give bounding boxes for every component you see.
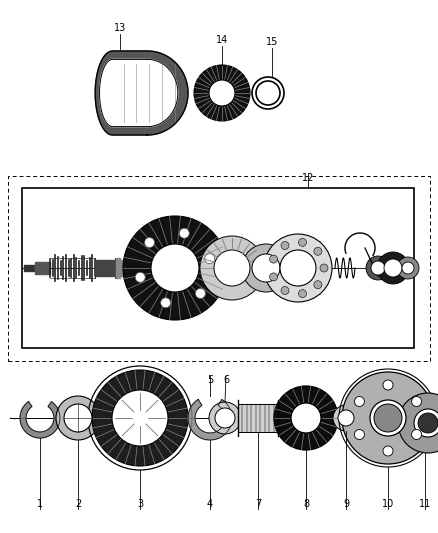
Circle shape bbox=[281, 241, 289, 249]
Circle shape bbox=[383, 446, 393, 456]
Circle shape bbox=[195, 288, 205, 298]
Text: 8: 8 bbox=[303, 499, 309, 509]
Circle shape bbox=[366, 256, 390, 280]
Circle shape bbox=[269, 273, 278, 281]
Circle shape bbox=[280, 250, 316, 286]
Circle shape bbox=[377, 252, 409, 284]
Circle shape bbox=[209, 80, 235, 106]
Circle shape bbox=[123, 216, 227, 320]
Circle shape bbox=[264, 234, 332, 302]
Polygon shape bbox=[99, 59, 178, 127]
Text: 6: 6 bbox=[223, 375, 229, 385]
Text: 13: 13 bbox=[114, 23, 126, 33]
Circle shape bbox=[320, 264, 328, 272]
Circle shape bbox=[112, 390, 168, 446]
Circle shape bbox=[299, 289, 307, 297]
Circle shape bbox=[354, 397, 364, 407]
Text: 4: 4 bbox=[207, 499, 213, 509]
Circle shape bbox=[205, 254, 215, 264]
Circle shape bbox=[418, 413, 438, 433]
Circle shape bbox=[200, 236, 264, 300]
Circle shape bbox=[256, 81, 280, 105]
Circle shape bbox=[342, 372, 434, 464]
Circle shape bbox=[383, 380, 393, 390]
Circle shape bbox=[397, 257, 419, 279]
Circle shape bbox=[209, 402, 241, 434]
Circle shape bbox=[371, 261, 385, 275]
Circle shape bbox=[402, 262, 414, 274]
Circle shape bbox=[269, 255, 278, 263]
Polygon shape bbox=[188, 399, 232, 440]
Polygon shape bbox=[20, 402, 60, 438]
Circle shape bbox=[299, 238, 307, 246]
Circle shape bbox=[414, 409, 438, 437]
Circle shape bbox=[161, 298, 171, 308]
Text: 1: 1 bbox=[37, 499, 43, 509]
Text: 14: 14 bbox=[216, 35, 228, 45]
Circle shape bbox=[215, 408, 235, 428]
Circle shape bbox=[374, 404, 402, 432]
Circle shape bbox=[92, 370, 188, 466]
Text: 2: 2 bbox=[75, 499, 81, 509]
Circle shape bbox=[338, 410, 354, 426]
Circle shape bbox=[354, 430, 364, 440]
Bar bbox=[22, 188, 414, 348]
Circle shape bbox=[56, 396, 100, 440]
Circle shape bbox=[314, 247, 322, 255]
Polygon shape bbox=[95, 51, 188, 135]
Text: 15: 15 bbox=[266, 37, 278, 47]
Text: 11: 11 bbox=[419, 499, 431, 509]
Text: 3: 3 bbox=[137, 499, 143, 509]
Text: 7: 7 bbox=[255, 499, 261, 509]
Circle shape bbox=[252, 77, 284, 109]
Circle shape bbox=[384, 259, 402, 277]
Circle shape bbox=[64, 404, 92, 432]
Circle shape bbox=[333, 405, 359, 431]
Circle shape bbox=[281, 287, 289, 295]
Circle shape bbox=[412, 430, 422, 440]
Circle shape bbox=[179, 228, 189, 238]
Circle shape bbox=[214, 250, 250, 286]
Circle shape bbox=[314, 281, 322, 289]
Bar bbox=[238, 404, 278, 432]
Text: 12: 12 bbox=[302, 173, 314, 183]
Circle shape bbox=[135, 272, 145, 282]
Text: 10: 10 bbox=[382, 499, 394, 509]
Circle shape bbox=[151, 244, 199, 292]
Circle shape bbox=[274, 386, 338, 450]
Text: 9: 9 bbox=[343, 499, 349, 509]
Circle shape bbox=[252, 254, 280, 282]
Circle shape bbox=[242, 244, 290, 292]
Circle shape bbox=[291, 403, 321, 433]
Circle shape bbox=[412, 397, 422, 407]
Circle shape bbox=[398, 393, 438, 453]
Bar bbox=[8, 176, 430, 361]
Circle shape bbox=[370, 400, 406, 436]
Text: 5: 5 bbox=[207, 375, 213, 385]
Circle shape bbox=[145, 238, 155, 247]
Circle shape bbox=[194, 65, 250, 121]
